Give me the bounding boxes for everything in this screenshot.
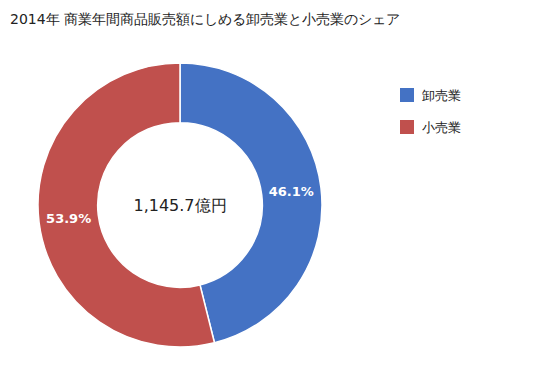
legend-entry: 小売業	[422, 120, 461, 135]
chart-svg: 2014年 商業年間商品販売額にしめる卸売業と小売業のシェア 46.1% 53.9%…	[0, 0, 560, 366]
data-label: 46.1%	[269, 184, 314, 199]
title: 2014年 商業年間商品販売額にしめる卸売業と小売業のシェア	[10, 11, 400, 27]
center-annotation: 1,145.7億円	[133, 196, 226, 215]
chart-container: 2014年 商業年間商品販売額にしめる卸売業と小売業のシェア 46.1% 53.9%…	[0, 0, 560, 366]
background	[0, 0, 560, 366]
data-labels: 46.1% 53.9%	[46, 184, 314, 226]
data-label: 53.9%	[46, 211, 91, 226]
legend-swatch	[400, 120, 414, 134]
legend-entry: 卸売業	[422, 88, 461, 103]
legend-swatch	[400, 88, 414, 102]
legend: 卸売業小売業	[400, 88, 461, 135]
slices	[38, 63, 322, 347]
